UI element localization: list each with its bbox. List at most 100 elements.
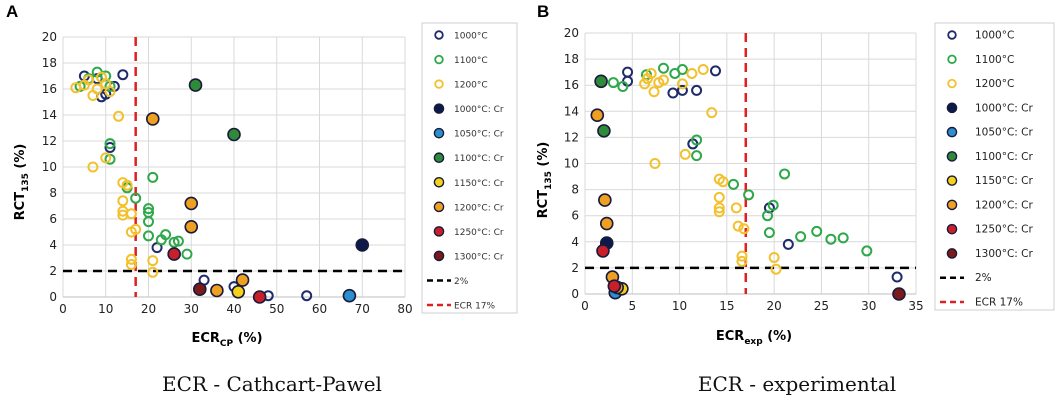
chart-a-xtick-label: 0: [59, 302, 67, 316]
chart-b-ytick-label: 6: [571, 209, 579, 223]
chart-b-point: [679, 148, 691, 160]
chart-b-point: [607, 77, 619, 89]
chart-b-legend-label: 1000°C: Cr: [975, 102, 1034, 114]
chart-b-legend-label: 1300°C: Cr: [975, 248, 1034, 260]
chart-b-point: [645, 67, 657, 79]
chart-b-point: [782, 238, 794, 250]
chart-a-legend-marker: [434, 54, 444, 65]
chart-a-point: [100, 152, 112, 164]
chart-b-point: [617, 81, 629, 93]
chart-a-point: [147, 171, 159, 183]
chart-a-point: [113, 110, 125, 122]
chart-b-point: [607, 279, 622, 293]
chart-b-point: [649, 158, 661, 169]
chart-a-point: [125, 226, 137, 238]
chart-b-legend-marker: [946, 126, 958, 138]
chart-a-point: [91, 83, 103, 95]
chart-a-legend-marker: [433, 226, 445, 237]
chart-b-ytick-label: 18: [564, 52, 579, 66]
chart-b-point: [710, 65, 722, 77]
chart-a-ytick-label: 2: [49, 264, 57, 278]
chart-b-point: [730, 202, 742, 214]
chart-b-point: [691, 150, 703, 162]
chart-b-point: [697, 64, 709, 76]
chart-a-ylabel: RCT135 (%): [13, 144, 31, 221]
chart-a-legend-label: 1000°C: [454, 32, 488, 42]
chart-a: 0 10 20 30 40 50 60 70 80 0 2 4 6 8 10 12 14 16 18 20: [42, 30, 413, 316]
chart-a-point: [83, 74, 95, 86]
chart-b-xlabel: ECRexp (%): [716, 329, 792, 347]
chart-a-ytick-label: 16: [42, 82, 57, 96]
chart-b-legend-label: 1150°C: Cr: [975, 175, 1034, 187]
chart-b-legend-marker: [946, 248, 958, 259]
chart-b: 0 5 10 15 20 25 30 35 0 2 4 6 8 10 12 14 16 18 20: [564, 26, 924, 313]
chart-a-legend-marker: [433, 201, 445, 213]
chart-b-legend-marker: [946, 223, 958, 235]
chart-a-legend-label: 1100°C: [454, 56, 488, 66]
chart-a-legend-marker: [434, 30, 444, 40]
chart-b-ytick-label: 14: [564, 104, 579, 118]
chart-b-point: [795, 231, 807, 243]
chart-b-point: [667, 87, 679, 99]
chart-a-point: [104, 86, 116, 98]
chart-b-point: [596, 244, 610, 258]
chart-b-xtick-label: 20: [767, 299, 782, 313]
chart-a-legend-marker: [433, 250, 445, 262]
chart-b-point: [779, 168, 791, 180]
chart-a-legend-label: 1300°C: Cr: [454, 252, 504, 262]
chart-a-xtick-label: 80: [397, 302, 412, 316]
chart-b-point: [657, 74, 669, 86]
chart-b-legend-marker: [947, 54, 957, 64]
chart-a-legend-label: 1000°C: Cr: [454, 105, 504, 115]
chart-a-point: [104, 138, 116, 150]
chart-a-point: [188, 78, 203, 92]
chart-b-point: [892, 287, 906, 301]
chart-a-xtick-label: 50: [269, 302, 284, 316]
chart-b-point: [691, 134, 703, 146]
chart-a-point: [301, 290, 313, 302]
chart-a-ytick-label: 6: [49, 212, 57, 226]
chart-b-point: [594, 74, 608, 89]
chart-b-legend-label: 1100°C: [975, 54, 1014, 66]
chart-a-point: [355, 238, 370, 252]
chart-a-point: [121, 179, 133, 191]
chart-b-ytick-label: 16: [564, 78, 579, 92]
chart-b-point: [743, 189, 755, 201]
chart-b-point: [713, 202, 725, 214]
legend-a: 1000°C 1100°C 1200°C 1000°C: Cr 1050°C: Cr 11…: [421, 22, 518, 314]
chart-a-ytick-label: 4: [49, 238, 57, 252]
chart-a-point: [193, 282, 207, 297]
chart-a-legend-label: 2%: [454, 277, 469, 287]
chart-b-ytick-label: 4: [571, 235, 579, 249]
chart-a-ytick-label: 0: [49, 290, 57, 304]
chart-b-point: [736, 255, 748, 267]
chart-a-xtick-label: 30: [184, 302, 199, 316]
chart-b-legend-marker: [946, 102, 958, 114]
chart-b-ylabel: RCT135 (%): [536, 142, 554, 219]
chart-b-xtick-label: 5: [628, 299, 636, 313]
chart-b-point: [676, 64, 688, 76]
chart-b-point: [861, 245, 873, 257]
chart-b-legend-marker: [946, 151, 958, 162]
chart-b-point: [763, 227, 775, 239]
chart-b-ytick-label: 0: [571, 287, 579, 301]
chart-a-point: [235, 273, 250, 287]
chart-a-legend-label: 1050°C: Cr: [454, 130, 504, 140]
caption-a: ECR - Cathcart-Pawel: [162, 372, 382, 396]
chart-b-point: [691, 84, 703, 96]
chart-a-ytick-label: 14: [42, 108, 57, 122]
chart-a-point: [147, 255, 159, 267]
chart-a-point: [252, 290, 267, 304]
chart-b-xtick-label: 0: [581, 299, 589, 313]
chart-a-ytick-label: 8: [49, 186, 57, 200]
chart-a-legend-marker: [433, 152, 445, 164]
chart-b-point: [768, 251, 780, 263]
chart-b-point: [770, 263, 782, 275]
chart-a-point: [143, 203, 154, 215]
chart-a-point: [167, 247, 181, 261]
chart-b-ytick-label: 2: [571, 261, 579, 275]
chart-b-point: [762, 210, 774, 222]
chart-a-point: [125, 208, 137, 220]
chart-b-point: [686, 67, 698, 79]
chart-a-legend-label: ECR 17%: [454, 302, 496, 312]
